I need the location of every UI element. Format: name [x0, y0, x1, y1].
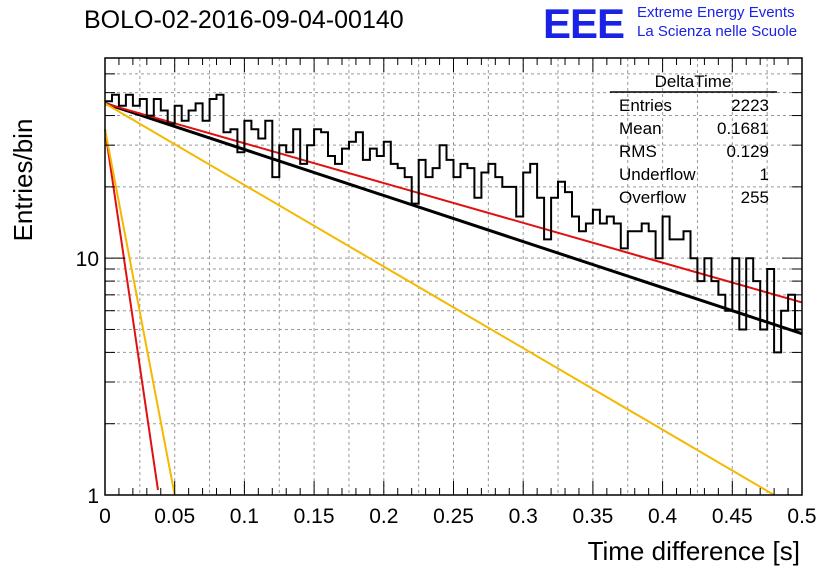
y-tick-label: 1: [87, 485, 99, 508]
stats-row-value: 255: [741, 188, 769, 207]
x-tick-label: 0.3: [509, 505, 538, 528]
x-tick-labels: 0 0.05 0.1 0.15 0.2 0.25 0.3 0.35 0.4 0.45 0.5: [99, 505, 816, 528]
stats-row-label: Mean: [619, 119, 662, 138]
fit-line: [104, 129, 159, 491]
fit-line: [104, 102, 775, 496]
y-axis-title: Entries/bin: [8, 119, 38, 242]
stats-row-value: 1: [760, 165, 769, 184]
eee-logo: EEE: [543, 0, 625, 47]
stats-box: DeltaTime Entries 2223 Mean 0.1681 RMS 0.129 U…: [610, 72, 777, 207]
x-tick-label: 0.1: [230, 505, 259, 528]
stats-box-name: DeltaTime: [655, 72, 732, 91]
fit-line: [104, 102, 803, 304]
stats-row-value: 0.129: [726, 142, 769, 161]
fit-curves: [104, 102, 803, 496]
y-tick-label: 10: [76, 248, 99, 271]
axis-ticks: [104, 58, 803, 496]
logo-caption: Extreme Energy Events La Scienza nelle S…: [637, 3, 797, 41]
stats-row-label: Underflow: [619, 165, 696, 184]
x-tick-label: 0.5: [787, 505, 816, 528]
x-tick-label: 0: [99, 505, 111, 528]
histogram-steps: [105, 93, 802, 354]
fit-line: [104, 102, 803, 336]
stats-row-value: 0.1681: [717, 119, 769, 138]
x-tick-label: 0.2: [369, 505, 398, 528]
grid-lines: [105, 58, 802, 495]
x-tick-label: 0.15: [294, 505, 335, 528]
x-tick-label: 0.4: [648, 505, 678, 528]
fit-line: [104, 129, 176, 496]
logo-caption-line2: La Scienza nelle Scuole: [637, 23, 798, 40]
x-axis-title: Time difference [s]: [588, 536, 800, 566]
x-tick-label: 0.35: [572, 505, 613, 528]
stats-row-label: Overflow: [619, 188, 687, 207]
y-tick-labels: 1 10: [76, 248, 99, 508]
plot-title: BOLO-02-2016-09-04-00140: [84, 6, 404, 34]
x-tick-label: 0.25: [433, 505, 474, 528]
stats-row-label: RMS: [619, 142, 657, 161]
logo-caption-line1: Extreme Energy Events: [637, 4, 795, 21]
stats-row-value: 2223: [731, 96, 769, 115]
x-tick-label: 0.05: [154, 505, 195, 528]
x-tick-label: 0.45: [712, 505, 753, 528]
stats-row-label: Entries: [619, 96, 672, 115]
